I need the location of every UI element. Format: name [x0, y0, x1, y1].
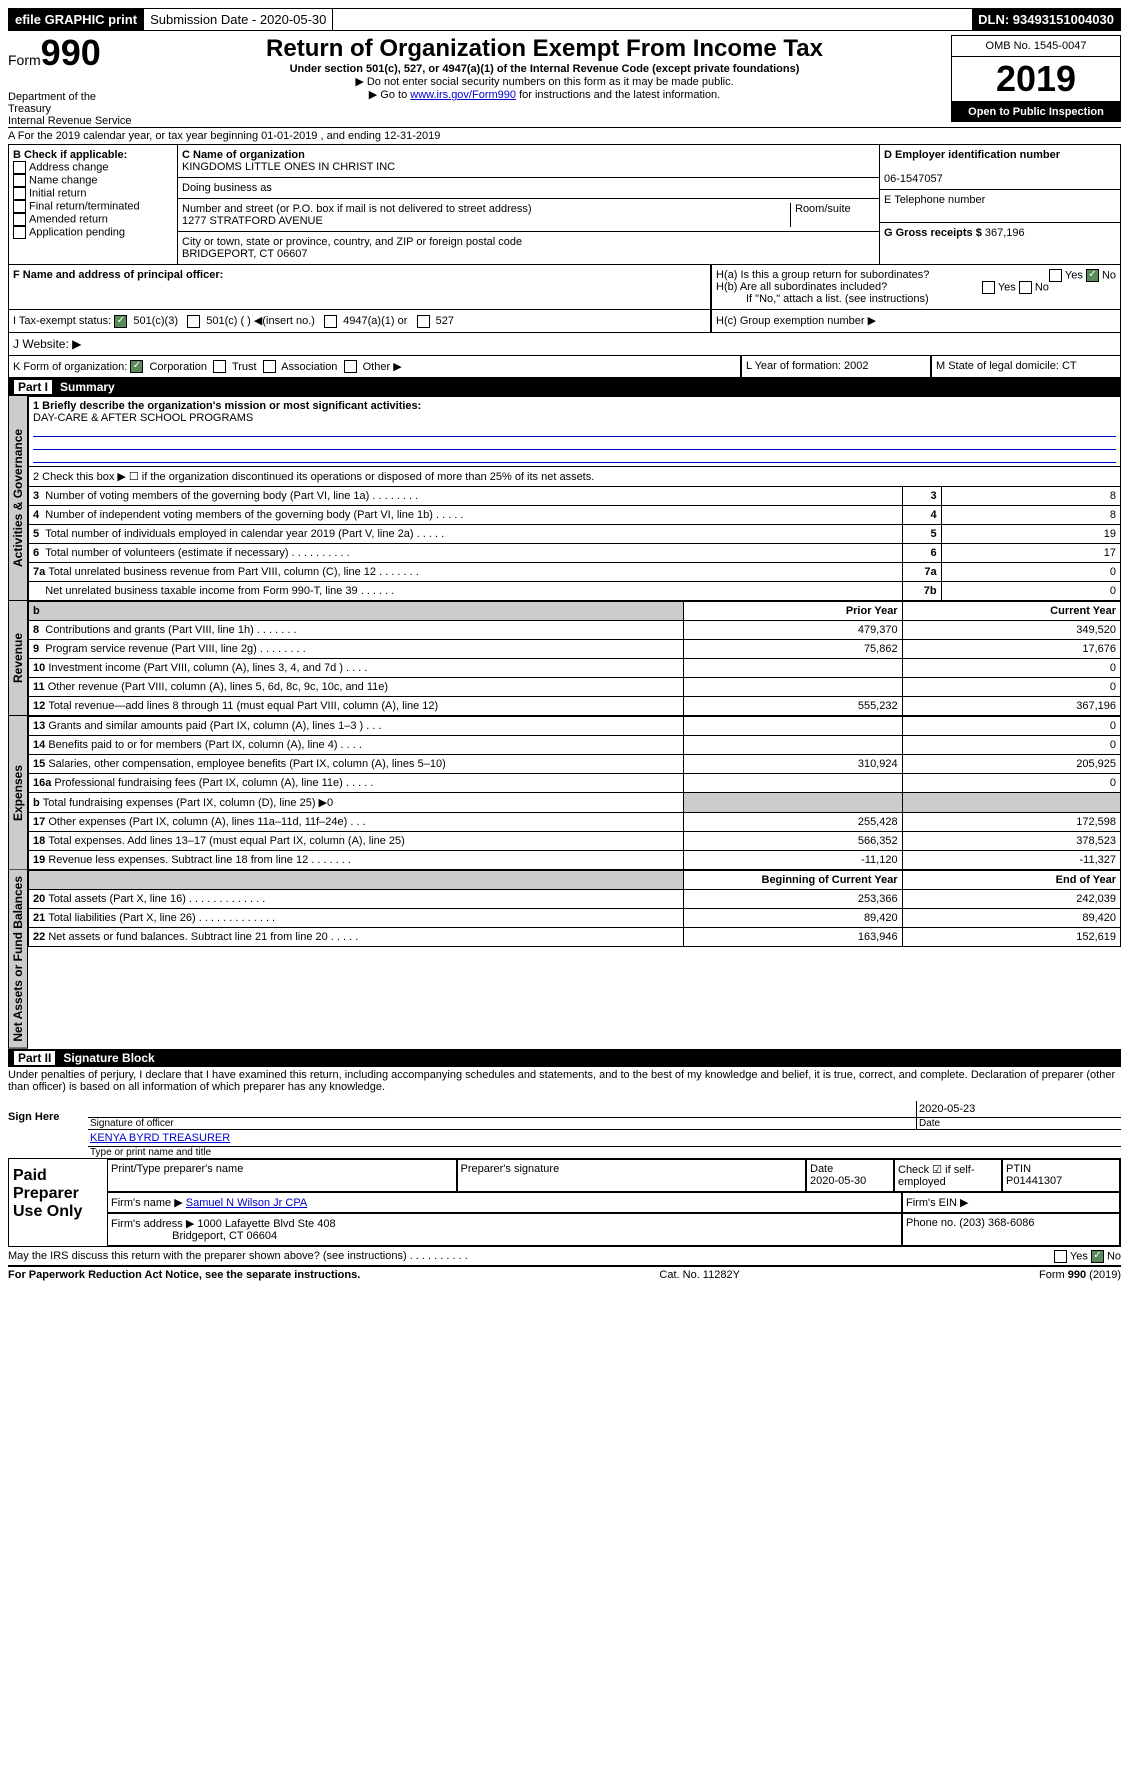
summary-net-assets: Beginning of Current YearEnd of Year 20 …	[28, 870, 1121, 947]
efile-label[interactable]: efile GRAPHIC print	[9, 9, 143, 30]
summary-governance: 1 Briefly describe the organization's mi…	[28, 396, 1121, 601]
section-h: H(a) Is this a group return for subordin…	[711, 265, 1121, 310]
gross-receipts: 367,196	[985, 227, 1025, 239]
discuss-row: May the IRS discuss this return with the…	[8, 1247, 1121, 1265]
firm-link[interactable]: Samuel N Wilson Jr CPA	[186, 1197, 307, 1209]
side-expenses: Expenses	[8, 716, 28, 870]
omb-number: OMB No. 1545-0047	[951, 35, 1121, 57]
officer-name-link[interactable]: KENYA BYRD TREASURER	[90, 1132, 230, 1144]
section-l: L Year of formation: 2002	[741, 356, 931, 379]
form-header: Form990 Department of the Treasury Inter…	[8, 35, 1121, 127]
part-1-header: Part ISummary	[8, 378, 1121, 396]
side-net-assets: Net Assets or Fund Balances	[8, 870, 28, 1049]
top-bar: efile GRAPHIC print Submission Date - 20…	[8, 8, 1121, 31]
tax-year: 2019	[951, 57, 1121, 102]
section-d-e-g: D Employer identification number06-15470…	[880, 144, 1121, 265]
instruction-2: ▶ Go to www.irs.gov/Form990 for instruct…	[146, 88, 943, 101]
ein: 06-1547057	[884, 173, 943, 185]
section-i: I Tax-exempt status: 501(c)(3) 501(c) ( …	[8, 310, 711, 333]
city-state-zip: BRIDGEPORT, CT 06607	[182, 248, 308, 260]
declaration-text: Under penalties of perjury, I declare th…	[8, 1067, 1121, 1095]
street-address: 1277 STRATFORD AVENUE	[182, 215, 323, 227]
instruction-1: ▶ Do not enter social security numbers o…	[146, 75, 943, 88]
summary-revenue: bPrior YearCurrent Year 8 Contributions …	[28, 601, 1121, 716]
side-revenue: Revenue	[8, 601, 28, 716]
section-m: M State of legal domicile: CT	[931, 356, 1121, 379]
side-activities: Activities & Governance	[8, 396, 28, 601]
period-line: A For the 2019 calendar year, or tax yea…	[8, 127, 1121, 144]
section-k: K Form of organization: Corporation Trus…	[8, 356, 741, 379]
section-f: F Name and address of principal officer:	[8, 265, 711, 310]
department: Department of the Treasury Internal Reve…	[8, 91, 138, 127]
form-title: Return of Organization Exempt From Incom…	[146, 35, 943, 63]
form-subtitle: Under section 501(c), 527, or 4947(a)(1)…	[146, 63, 943, 75]
open-inspection: Open to Public Inspection	[951, 102, 1121, 122]
irs-link[interactable]: www.irs.gov/Form990	[410, 89, 516, 101]
summary-expenses: 13 Grants and similar amounts paid (Part…	[28, 716, 1121, 870]
page-footer: For Paperwork Reduction Act Notice, see …	[8, 1265, 1121, 1281]
form-number: 990	[41, 32, 101, 73]
submission-date: Submission Date - 2020-05-30	[143, 9, 333, 30]
paid-preparer-block: Paid Preparer Use Only Print/Type prepar…	[8, 1158, 1121, 1247]
part-2-header: Part IISignature Block	[8, 1049, 1121, 1067]
mission-text: DAY-CARE & AFTER SCHOOL PROGRAMS	[33, 412, 253, 424]
dln-label: DLN: 93493151004030	[972, 9, 1120, 30]
signature-block: Sign Here 2020-05-23 Signature of office…	[8, 1101, 1121, 1158]
section-c: C Name of organization KINGDOMS LITTLE O…	[178, 144, 880, 265]
form-label: Form	[8, 52, 41, 68]
section-b: B Check if applicable: Address change Na…	[8, 144, 178, 265]
section-j: J Website: ▶	[8, 333, 1121, 356]
section-hc: H(c) Group exemption number ▶	[711, 310, 1121, 333]
org-name: KINGDOMS LITTLE ONES IN CHRIST INC	[182, 161, 395, 173]
